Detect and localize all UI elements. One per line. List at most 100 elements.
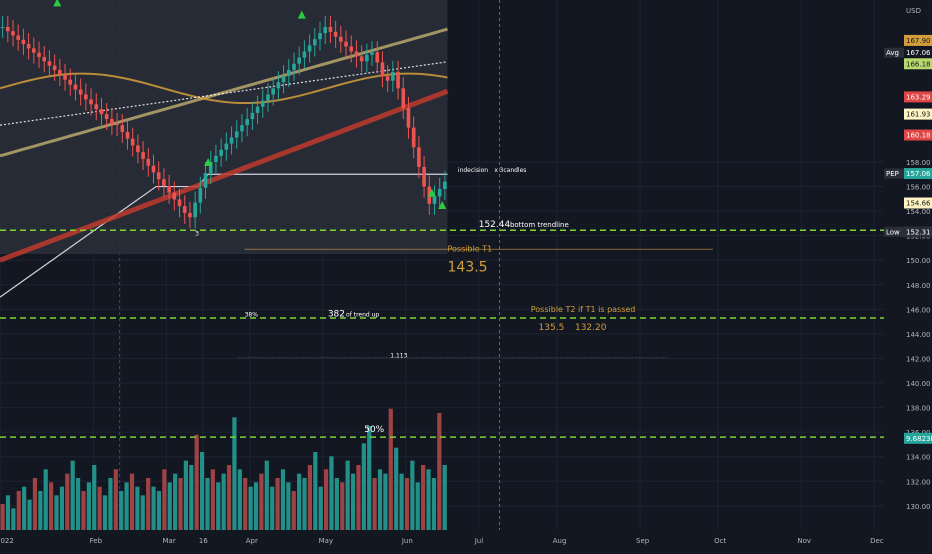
volume-bar	[205, 478, 210, 530]
candle-body	[162, 179, 166, 186]
volume-bar	[297, 473, 302, 530]
price-tag-box	[904, 34, 932, 46]
candle-body	[229, 137, 234, 144]
candle-body	[401, 88, 406, 108]
candle-body	[312, 39, 317, 46]
price-tag-box	[904, 168, 932, 180]
time-axis[interactable]: 2022 Feb Mar 16 Apr May Jun Jul Aug Sep Oct Nov Dec	[0, 530, 932, 550]
time-tick-label: Sep	[636, 537, 650, 545]
price-tick-label: 148.00	[906, 282, 931, 290]
annotation-text: 1.113	[390, 352, 407, 359]
volume-bar	[226, 465, 232, 530]
volume-bar	[221, 473, 226, 530]
volume-bar	[199, 452, 205, 530]
volume-bar	[237, 469, 242, 530]
volume-bar	[345, 460, 350, 530]
price-tag-value: 166.18	[906, 60, 931, 68]
candle-body	[188, 212, 192, 218]
volume-bar	[323, 469, 329, 530]
annotation-text: 3	[195, 231, 199, 238]
candle-body	[73, 84, 78, 90]
volume-bar	[146, 478, 151, 530]
candle-body	[21, 39, 26, 45]
candle-body	[136, 145, 140, 153]
price-tick-label: 138.00	[906, 405, 931, 413]
volume-bar	[291, 491, 296, 530]
price-tick-label: 142.00	[906, 355, 931, 363]
candle-body	[286, 69, 291, 77]
candle-body	[125, 131, 130, 139]
candle-body	[94, 104, 99, 110]
volume-bar	[437, 413, 442, 530]
volume-bar	[442, 465, 447, 530]
moving-average-line	[0, 61, 448, 126]
candle-body	[240, 125, 244, 132]
candle-body	[245, 119, 249, 126]
price-tag-label-box	[884, 47, 904, 58]
volume-bar	[59, 486, 64, 530]
volume-bar	[189, 465, 194, 530]
volume-bar	[340, 482, 345, 530]
annotation-text: bottom trendline	[510, 221, 569, 229]
candle-body	[42, 57, 47, 62]
candle-body	[208, 162, 213, 174]
price-tick-label: 130.00	[906, 503, 931, 511]
price-tick-label: 156.00	[906, 184, 931, 192]
volume-bar	[178, 478, 183, 530]
candle-body	[130, 138, 135, 146]
candle-body	[182, 206, 187, 213]
price-tag-value: 160.18	[906, 131, 931, 139]
candle-body	[292, 63, 296, 70]
candle-body	[385, 76, 390, 81]
price-tag-value: 157.06	[906, 170, 931, 178]
candle-body	[37, 52, 41, 58]
time-tick-label: Feb	[90, 537, 103, 545]
candle-body	[198, 187, 203, 203]
price-tick-label: 134.00	[906, 454, 931, 462]
time-tick-label: 16	[199, 537, 208, 545]
price-tag-box	[904, 108, 932, 120]
price-tag-label: Avg	[886, 49, 899, 57]
volume-bar	[329, 456, 334, 530]
volume-bar	[162, 469, 167, 530]
candle-body	[115, 123, 119, 126]
volume-bar	[27, 499, 32, 530]
volume-bar	[388, 408, 393, 530]
volume-bar	[81, 491, 86, 530]
candle-body	[359, 56, 364, 62]
volume-bar	[313, 452, 318, 530]
price-tag-box	[904, 91, 932, 103]
candle-body	[146, 158, 151, 166]
volume-bar	[210, 469, 215, 530]
candle-body	[417, 147, 421, 167]
time-axis-background	[0, 530, 932, 550]
price-tag-value: 154.66	[906, 200, 931, 208]
volume-bar	[350, 473, 356, 530]
volume-bar	[243, 478, 248, 530]
candle-body	[349, 46, 354, 52]
volume-bar	[399, 473, 404, 530]
volume-bar	[216, 482, 221, 530]
candle-body	[58, 69, 62, 75]
moving-average-line	[0, 88, 449, 263]
annotations: 152.44 bottom trendline Possible T1 143.5 38…	[195, 167, 635, 435]
volume-bar	[108, 478, 113, 530]
candle-body	[271, 88, 276, 95]
volume-bar	[232, 417, 237, 530]
volume-bar	[318, 486, 323, 530]
time-tick-label: Aug	[553, 537, 567, 545]
volume-bar	[22, 486, 27, 530]
price-tick-label: 140.00	[906, 380, 931, 388]
volume-bar	[259, 473, 264, 530]
candle-body	[193, 202, 197, 218]
volume-bar	[140, 495, 145, 530]
candle-body	[396, 71, 400, 89]
candle-body	[11, 31, 15, 36]
volume-bar	[5, 495, 11, 530]
price-tag-label: PEP	[886, 170, 899, 178]
annotation-text: 50%	[364, 425, 384, 435]
price-tag-box	[904, 58, 932, 70]
price-axis[interactable]: 130.00132.00134.00136.00138.00140.00142.…	[884, 34, 932, 511]
